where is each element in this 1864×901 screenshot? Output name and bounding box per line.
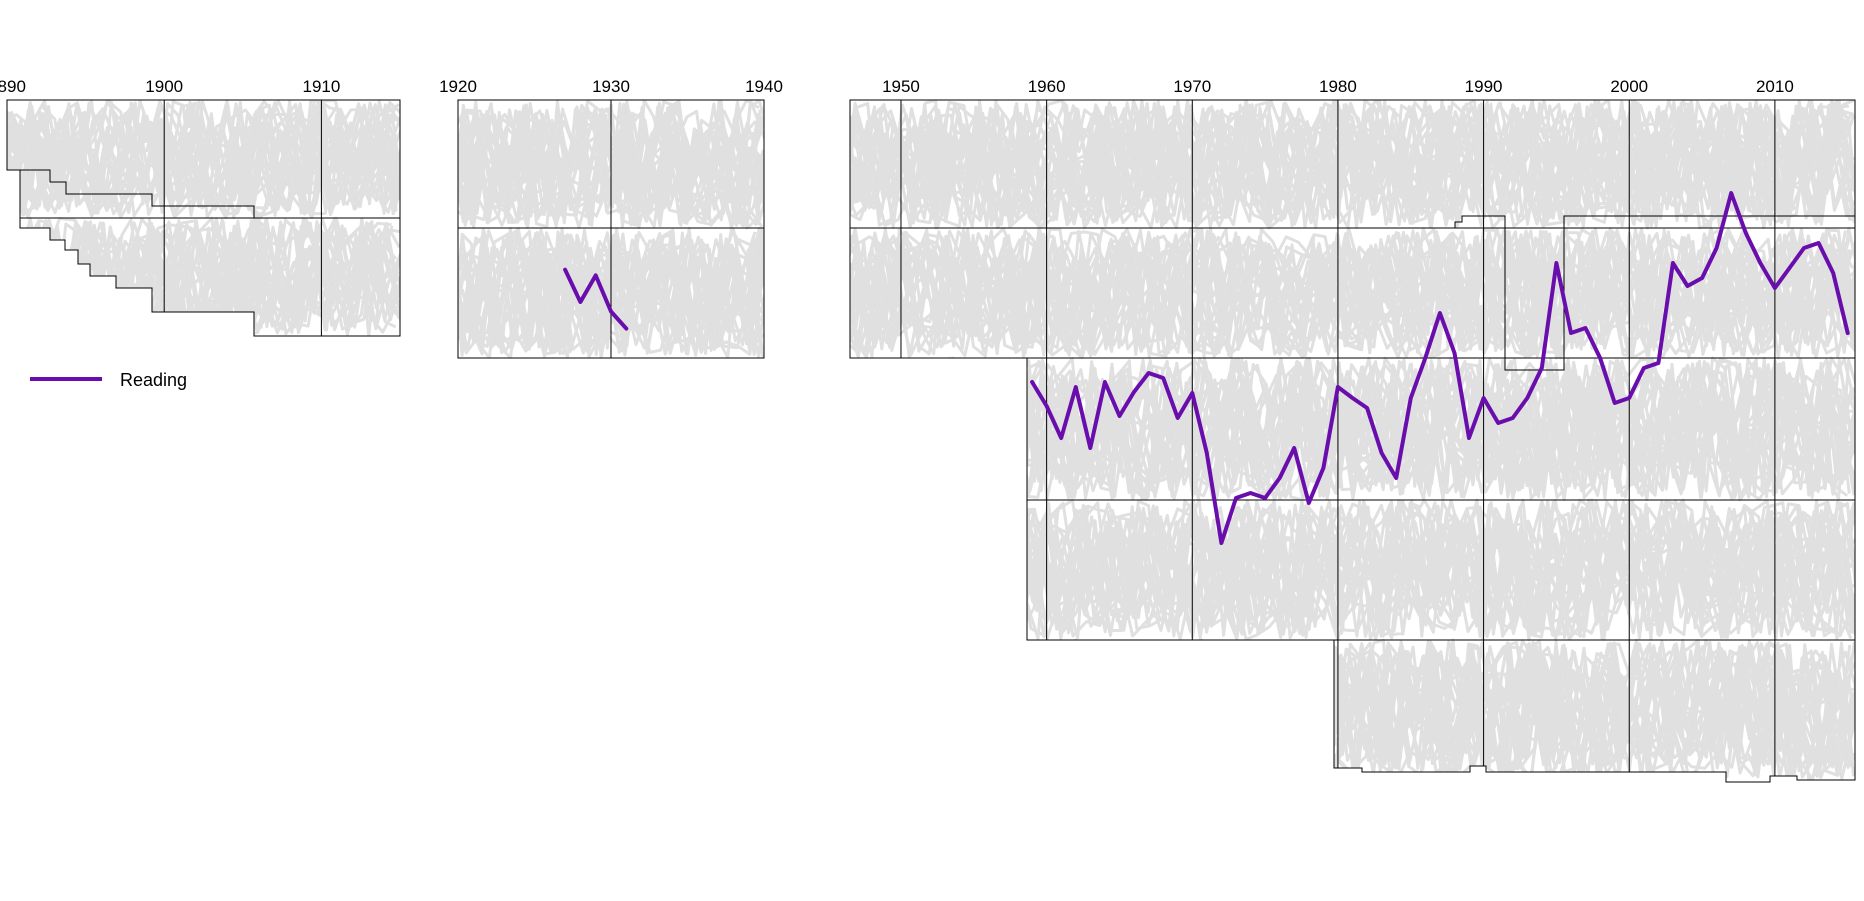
- background-series-line: [850, 230, 1852, 358]
- panel-outline-p1950: [849, 99, 1856, 783]
- panel-outline-p1890: [6, 99, 401, 337]
- background-series-line: [850, 100, 1854, 228]
- panel-inner-outline-p1890: [20, 169, 255, 218]
- x-tick-label-1910: 1910: [302, 77, 340, 96]
- legend: Reading: [30, 370, 187, 390]
- background-series-line: [7, 100, 400, 215]
- background-series-line: [7, 100, 400, 212]
- background-series-line: [7, 106, 400, 218]
- x-tick-label-1890: 1890: [0, 77, 26, 96]
- background-series-line: [7, 222, 397, 329]
- background-series-line: [850, 227, 1853, 356]
- background-series-p1890: [7, 100, 400, 336]
- x-tick-label-1940: 1940: [745, 77, 783, 96]
- background-series-line: [850, 226, 1855, 360]
- x-tick-label-1950: 1950: [882, 77, 920, 96]
- background-series-line: [850, 100, 1854, 230]
- background-series-p1920: [458, 100, 764, 358]
- x-tick-label-1980: 1980: [1319, 77, 1357, 96]
- x-tick-label-2000: 2000: [1610, 77, 1648, 96]
- background-series-line: [850, 100, 1855, 228]
- background-series-line: [850, 226, 1855, 358]
- panel-inner-outline-p1950: [1454, 215, 1855, 371]
- x-axis-tick-labels: 1890 1900 1910 1920 1930 1940 1950 1960 1970 1980…: [0, 77, 1794, 96]
- x-tick-label-1920: 1920: [439, 77, 477, 96]
- legend-label-reading: Reading: [120, 370, 187, 390]
- x-tick-label-1960: 1960: [1028, 77, 1066, 96]
- x-tick-label-1930: 1930: [592, 77, 630, 96]
- background-series-line: [850, 100, 1852, 229]
- background-series-line: [850, 100, 1852, 230]
- background-series-line: [458, 231, 757, 358]
- x-tick-label-2010: 2010: [1756, 77, 1794, 96]
- background-series-line: [850, 227, 1855, 358]
- background-series-line: [458, 241, 762, 356]
- background-series-layer: [7, 100, 1855, 782]
- x-tick-label-1970: 1970: [1173, 77, 1211, 96]
- background-series-line: [458, 232, 758, 355]
- x-tick-label-1900: 1900: [145, 77, 183, 96]
- background-series-line: [7, 103, 400, 216]
- x-tick-label-1990: 1990: [1465, 77, 1503, 96]
- background-series-p1950: [850, 100, 1855, 782]
- highlight-series-layer: [563, 191, 1850, 545]
- background-series-line: [458, 100, 762, 224]
